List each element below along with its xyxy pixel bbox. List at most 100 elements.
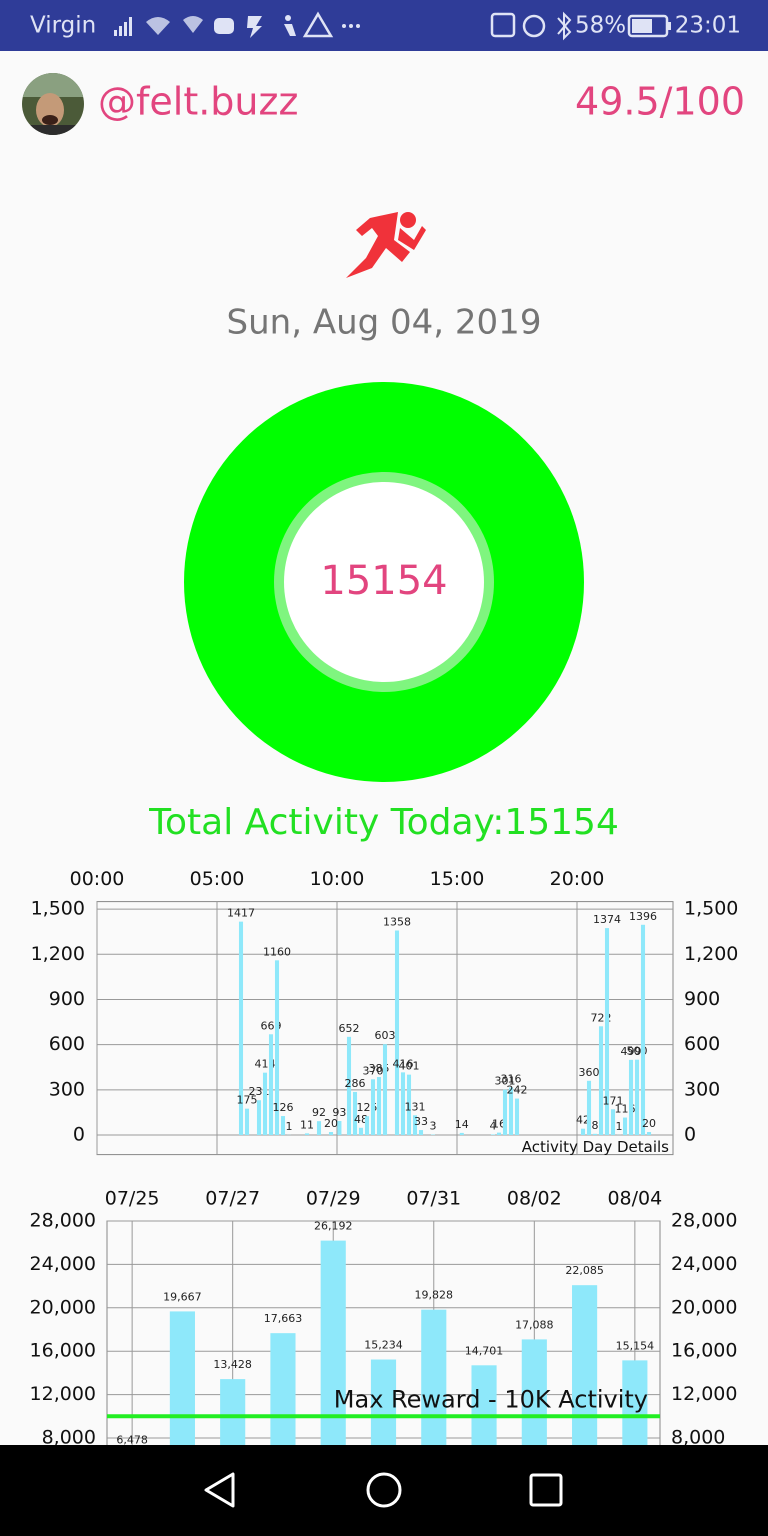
x-tick-label: 07/31 (406, 1188, 461, 1210)
bar (382, 1044, 388, 1136)
y2-tick-label: 16,000 (671, 1340, 737, 1362)
carrier: Virgin (30, 13, 96, 39)
y2-tick-label: 900 (684, 988, 720, 1010)
bar (262, 1072, 268, 1136)
x-tick-label: 15:00 (430, 868, 485, 890)
value-label: 42 (576, 1114, 590, 1127)
date: Sun, Aug 04, 2019 (227, 303, 542, 343)
bar (316, 1121, 322, 1136)
bar (508, 1087, 514, 1136)
value-label: 175 (237, 1094, 258, 1107)
bar (268, 1034, 274, 1136)
bar (646, 1132, 652, 1136)
bar (256, 1100, 262, 1136)
x-tick-label: 07/25 (105, 1188, 160, 1210)
status-bar: Virgin 58% 23:01 (0, 0, 768, 51)
battery-percent: 58% (575, 13, 626, 39)
y-tick-label: 1,500 (31, 898, 85, 920)
username[interactable]: @felt.buzz (98, 80, 298, 124)
value-label: 3 (430, 1120, 437, 1133)
nav-bar (0, 1445, 768, 1536)
bar (418, 1130, 424, 1136)
value-label: 1358 (383, 916, 411, 929)
y-tick-label: 0 (73, 1124, 85, 1146)
bar (628, 1059, 634, 1136)
chart-description: Activity Day Details (522, 1138, 669, 1156)
runner-icon (346, 212, 426, 278)
bar (400, 1072, 406, 1136)
score: 49.5/100 (575, 80, 745, 124)
y2-tick-label: 28,000 (671, 1210, 737, 1232)
bar (394, 930, 400, 1136)
bar (598, 1026, 604, 1136)
y2-tick-label: 300 (684, 1078, 720, 1100)
bar (328, 1132, 334, 1136)
y2-tick-label: 0 (684, 1124, 696, 1146)
bar (592, 1133, 598, 1136)
value-label: 17,663 (264, 1312, 303, 1325)
value-label: 652 (339, 1022, 360, 1035)
total-activity: Total Activity Today:15154 (148, 802, 619, 843)
bar (244, 1108, 250, 1136)
value-label: 1374 (593, 913, 621, 926)
back-button[interactable] (204, 1472, 235, 1508)
bar (490, 1134, 496, 1136)
y-tick-label: 24,000 (30, 1253, 96, 1275)
bar (640, 924, 646, 1136)
y2-tick-label: 12,000 (671, 1383, 737, 1405)
y2-tick-label: 1,500 (684, 898, 738, 920)
value-label: 1396 (629, 910, 657, 923)
bar (634, 1059, 640, 1136)
y-tick-label: 1,200 (31, 943, 85, 965)
value-label: 286 (345, 1077, 366, 1090)
status-icons (114, 11, 671, 41)
y2-tick-label: 20,000 (671, 1296, 737, 1318)
bar (586, 1080, 592, 1136)
header: @felt.buzz 49.5/100 (22, 73, 745, 135)
x-tick-label: 00:00 (70, 868, 125, 890)
value-label: 416 (393, 1057, 414, 1070)
bar (610, 1109, 616, 1136)
value-label: 92 (312, 1106, 326, 1119)
value-label: 15,154 (616, 1339, 655, 1352)
value-label: 6,478 (116, 1434, 148, 1447)
value-label: 20 (324, 1117, 338, 1130)
x-tick-label: 08/04 (607, 1188, 662, 1210)
value-label: 20 (642, 1117, 656, 1130)
home-button[interactable] (366, 1472, 402, 1508)
clock: 23:01 (675, 13, 741, 39)
value-label: 8 (592, 1119, 599, 1132)
bar (280, 1116, 286, 1136)
recents-button[interactable] (529, 1473, 563, 1507)
y-tick-label: 16,000 (30, 1340, 96, 1362)
bar (514, 1098, 520, 1136)
value-label: 4 (490, 1119, 497, 1132)
bar (337, 1121, 342, 1136)
x-tick-label: 07/29 (306, 1188, 361, 1210)
value-label: 15,234 (364, 1339, 403, 1352)
value-label: 17,088 (515, 1318, 554, 1331)
bar (304, 1133, 310, 1136)
y-tick-label: 900 (49, 988, 85, 1010)
y-tick-label: 300 (49, 1078, 85, 1100)
bar (358, 1127, 364, 1136)
value-label: 401 (399, 1060, 420, 1073)
x-tick-label: 08/02 (507, 1188, 562, 1210)
nav-bar-bg (0, 1445, 768, 1536)
value-label: 131 (405, 1100, 426, 1113)
value-label: 14 (455, 1118, 469, 1131)
x-tick-label: 05:00 (190, 868, 245, 890)
bar (346, 1036, 352, 1136)
bar (459, 1132, 464, 1136)
bar (352, 1091, 358, 1136)
y-tick-label: 20,000 (30, 1296, 96, 1318)
ring-value: 15154 (320, 558, 447, 604)
value-label: 93 (332, 1106, 346, 1119)
value-label: 1 (616, 1120, 623, 1133)
y2-tick-label: 600 (684, 1033, 720, 1055)
value-label: 26,192 (314, 1220, 353, 1233)
value-label: 19,667 (163, 1290, 202, 1303)
value-label: 14,701 (465, 1344, 504, 1357)
